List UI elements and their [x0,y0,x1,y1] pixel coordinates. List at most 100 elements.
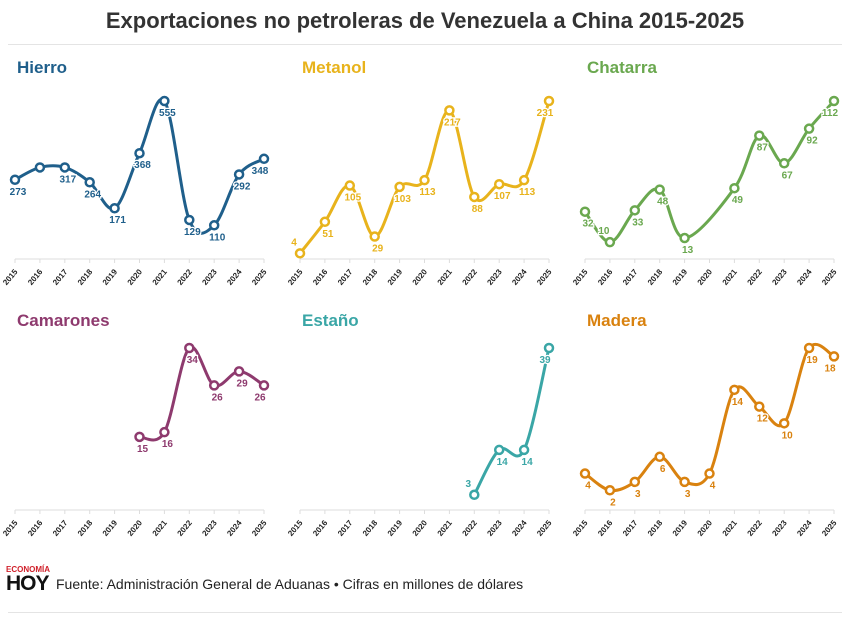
data-label: 16 [162,439,174,450]
data-point [604,236,616,248]
data-label: 14 [732,397,744,408]
data-point [134,431,145,443]
x-tick-label: 2022 [175,267,194,287]
series-line [472,347,551,496]
x-tick-label: 2025 [250,518,269,538]
data-label: 2 [610,497,616,508]
x-tick-label: 2025 [250,267,269,287]
data-point [604,485,616,496]
data-label: 12 [757,414,769,425]
data-label: 129 [184,227,201,238]
data-point [654,451,665,463]
x-tick-label: 2024 [795,267,814,287]
data-label: 29 [372,244,384,255]
economia-hoy-logo: ECONOMÍA HOY [6,566,50,595]
x-tick-label: 2015 [286,267,305,287]
x-tick-label: 2019 [101,267,120,287]
source-note: Fuente: Administración General de Aduana… [56,576,524,592]
data-label: 112 [822,108,839,119]
data-point [803,123,815,134]
x-tick-label: 2022 [460,518,479,538]
x-tick-label: 2016 [26,267,45,287]
x-tick-label: 2025 [820,267,839,287]
x-tick-label: 2025 [535,518,554,538]
series-line [139,345,265,442]
data-point [803,342,815,354]
data-label: 348 [252,166,269,177]
data-point [518,174,530,186]
x-tick-label: 2016 [311,267,330,287]
x-tick-label: 2021 [151,518,170,538]
data-point [84,177,95,188]
x-tick-label: 2024 [225,518,244,538]
data-point [629,476,641,488]
data-label: 34 [187,355,199,366]
x-tick-label: 2020 [126,518,145,538]
data-label: 3 [685,489,691,500]
x-tick-label: 2018 [646,267,665,287]
data-point [34,162,46,173]
x-tick-label: 2020 [696,267,715,287]
x-tick-label: 2016 [596,267,615,287]
data-point [444,105,455,116]
x-tick-label: 2019 [386,518,405,538]
data-point [579,468,591,479]
x-tick-label: 2021 [436,267,455,287]
data-point [754,130,765,141]
data-label: 33 [632,217,644,228]
x-tick-label: 2021 [436,518,455,538]
divider [8,612,842,613]
data-label: 51 [322,229,334,240]
data-point [184,342,195,354]
x-tick-label: 2017 [621,518,640,538]
data-label: 13 [682,245,694,256]
data-point [493,178,505,190]
x-tick-label: 2016 [26,518,45,538]
x-tick-label: 2022 [460,267,479,287]
x-tick-label: 2021 [721,267,740,287]
data-label: 87 [757,143,769,154]
data-label: 3 [466,479,472,490]
x-tick-label: 2025 [820,518,839,538]
panel-chatarra: Chatarra 2015 2016 2017 2018 2019 2020 2021 2022… [571,58,840,287]
x-tick-label: 2020 [411,518,430,538]
panel-title: Estaño [302,311,359,330]
data-point [294,248,306,259]
x-tick-label: 2015 [1,267,20,287]
logo-bottom-text: HOY [6,572,50,595]
data-label: 88 [472,204,484,215]
data-label: 317 [59,174,76,185]
data-point [679,232,690,244]
x-tick-label: 2022 [745,518,764,538]
data-point [828,351,840,362]
data-label: 3 [635,489,641,500]
panel-estaño: Estaño 2015 2016 2017 2018 2019 2020 2021 2022 20… [286,311,555,538]
data-label: 10 [782,430,794,441]
data-point [754,401,765,412]
data-label: 292 [234,181,251,192]
data-point [59,162,71,173]
data-label: 29 [237,378,249,389]
data-point [109,202,120,214]
x-tick-label: 2018 [76,518,95,538]
data-point [778,418,790,429]
data-point [469,191,480,203]
data-point [679,476,690,488]
x-tick-label: 2016 [311,518,330,538]
data-label: 217 [444,117,461,128]
x-tick-label: 2017 [51,518,70,538]
data-label: 92 [807,136,819,147]
data-label: 231 [537,108,554,119]
data-label: 6 [660,464,666,475]
x-tick-label: 2023 [770,267,789,287]
data-label: 264 [84,189,101,200]
x-tick-label: 2016 [596,518,615,538]
x-tick-label: 2020 [696,518,715,538]
data-label: 113 [419,187,436,198]
x-tick-label: 2018 [361,267,380,287]
data-point [344,180,356,191]
data-point [184,214,195,226]
panel-title: Camarones [17,311,110,330]
data-point [159,95,170,107]
